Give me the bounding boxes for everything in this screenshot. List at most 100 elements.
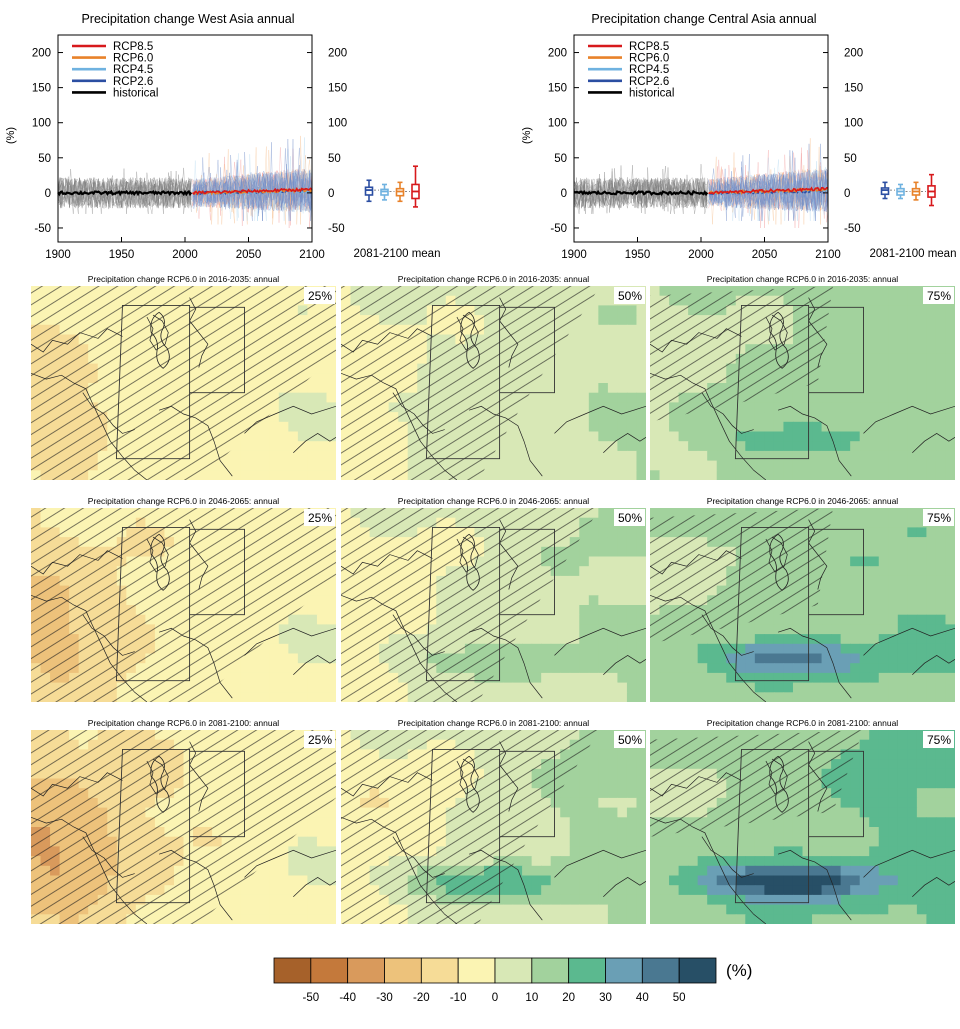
x-tick-label: 1900 (561, 249, 587, 261)
y-tick-label: -50 (34, 223, 51, 235)
field-cell (907, 566, 917, 576)
field-cell (831, 692, 841, 702)
field-cell (774, 451, 784, 461)
field-cell (888, 286, 898, 296)
field-cell (570, 412, 580, 422)
field-cell (570, 364, 580, 374)
field-cell (627, 683, 637, 693)
field-cell (551, 673, 561, 683)
field-cell (774, 663, 784, 673)
field-cell (669, 644, 679, 654)
field-cell (608, 527, 618, 537)
field-cell (608, 576, 618, 586)
field-cell (898, 432, 908, 442)
field-cell (688, 412, 698, 422)
field-cell (250, 432, 260, 442)
chart-title: Precipitation change Central Asia annual (591, 12, 816, 26)
field-cell (298, 683, 308, 693)
field-cell (869, 383, 879, 393)
field-cell (869, 344, 879, 354)
field-cell (688, 451, 698, 461)
field-cell (307, 692, 317, 702)
field-cell (617, 557, 627, 567)
field-cell (589, 441, 599, 451)
field-cell (551, 451, 561, 461)
field-cell (326, 595, 336, 605)
field-cell (822, 663, 832, 673)
field-cell (774, 615, 784, 625)
field-cell (822, 432, 832, 442)
field-cell (250, 895, 260, 905)
field-cell (726, 432, 736, 442)
field-cell (917, 537, 927, 547)
field-cell (898, 373, 908, 383)
field-cell (879, 296, 889, 306)
y-tick-label-right: 200 (844, 48, 863, 60)
field-cell (774, 432, 784, 442)
field-cell (726, 461, 736, 471)
field-cell (907, 518, 917, 528)
field-cell (783, 692, 793, 702)
field-cell (326, 644, 336, 654)
field-cell (298, 905, 308, 915)
field-cell (288, 692, 298, 702)
field-cell (608, 634, 618, 644)
field-cell (774, 673, 784, 683)
field-cell (231, 673, 241, 683)
field-cell (560, 441, 570, 451)
field-cell (841, 432, 851, 442)
percentile-label: 75% (927, 289, 951, 303)
field-cell (831, 325, 841, 335)
field-cell (945, 383, 955, 393)
field-cell (660, 451, 670, 461)
field-cell (850, 412, 860, 422)
field-cell (945, 586, 955, 596)
field-cell (522, 644, 532, 654)
field-cell (898, 595, 908, 605)
field-cell (707, 654, 717, 664)
field-cell (860, 644, 870, 654)
field-cell (822, 441, 832, 451)
field-cell (679, 451, 689, 461)
field-cell (298, 914, 308, 924)
field-cell (570, 402, 580, 412)
field-cell (598, 537, 608, 547)
field-cell (888, 451, 898, 461)
field-cell (936, 586, 946, 596)
field-cell (660, 644, 670, 654)
field-cell (589, 673, 599, 683)
map-body (341, 508, 647, 703)
field-cell (288, 905, 298, 915)
field-cell (936, 412, 946, 422)
field-cell (513, 441, 523, 451)
field-cell (551, 422, 561, 432)
field-cell (532, 624, 542, 634)
field-cell (936, 470, 946, 480)
field-cell (898, 537, 908, 547)
y-tick-label: 50 (38, 153, 51, 165)
field-cell (570, 624, 580, 634)
field-cell (869, 325, 879, 335)
field-cell (803, 422, 813, 432)
field-cell (879, 547, 889, 557)
field-cell (598, 412, 608, 422)
field-cell (560, 615, 570, 625)
field-cell (860, 412, 870, 422)
field-cell (541, 373, 551, 383)
field-cell (945, 634, 955, 644)
field-cell (879, 383, 889, 393)
y-tick-label-right: -50 (328, 223, 345, 235)
field-cell (560, 624, 570, 634)
field-cell (936, 527, 946, 537)
field-cell (326, 683, 336, 693)
field-cell (579, 402, 589, 412)
field-cell (945, 605, 955, 615)
field-cell (598, 547, 608, 557)
field-cell (617, 373, 627, 383)
field-cell (522, 624, 532, 634)
field-cell (860, 634, 870, 644)
field-cell (589, 615, 599, 625)
field-cell (269, 470, 279, 480)
field-cell (869, 566, 879, 576)
field-cell (617, 451, 627, 461)
